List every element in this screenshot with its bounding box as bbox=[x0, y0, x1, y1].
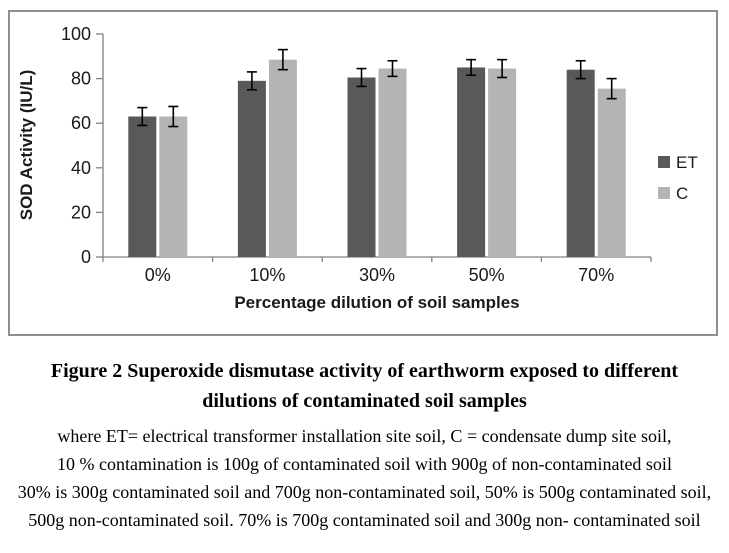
y-tick-label: 0 bbox=[81, 247, 91, 267]
legend-swatch-et bbox=[658, 156, 670, 168]
bar-et-50% bbox=[457, 67, 486, 257]
y-axis-title: SOD Activity (IU/L) bbox=[17, 70, 36, 221]
x-category-label: 50% bbox=[469, 265, 505, 285]
y-tick-label: 60 bbox=[71, 113, 91, 133]
bar-et-70% bbox=[566, 69, 595, 258]
caption-line: 10 % contamination is 100g of contaminat… bbox=[57, 454, 672, 474]
y-tick-label: 40 bbox=[71, 158, 91, 178]
caption-line: 30% is 300g contaminated soil and 700g n… bbox=[17, 482, 712, 502]
bar-c-30% bbox=[378, 68, 407, 257]
x-category-label: 0% bbox=[145, 265, 171, 285]
legend-swatch-c bbox=[658, 187, 670, 199]
x-category-label: 70% bbox=[578, 265, 614, 285]
y-tick-label: 80 bbox=[71, 69, 91, 89]
bar-et-0% bbox=[128, 116, 157, 257]
legend-label-c: C bbox=[676, 184, 688, 203]
x-axis-title: Percentage dilution of soil samples bbox=[234, 293, 519, 312]
y-tick-label: 20 bbox=[71, 202, 91, 222]
bar-c-50% bbox=[488, 68, 517, 257]
sod-activity-bar-chart: 0 20 40 60 80 100 0% 10% 30% 50% 70% Percentage dil… bbox=[17, 24, 698, 312]
bar-c-10% bbox=[268, 59, 297, 257]
figure-caption-body: where ET= electrical transformer install… bbox=[0, 422, 729, 534]
figure-title-line-2: dilutions of contaminated soil samples bbox=[202, 390, 527, 412]
x-category-label: 10% bbox=[249, 265, 285, 285]
y-tick-label: 100 bbox=[61, 24, 91, 44]
figure-caption: Figure 2 Superoxide dismutase activity o… bbox=[0, 356, 729, 534]
bar-c-0% bbox=[159, 116, 188, 257]
bar-et-10% bbox=[237, 80, 266, 257]
x-category-label: 30% bbox=[359, 265, 395, 285]
bar-c-70% bbox=[597, 88, 626, 257]
chart-panel: 0 20 40 60 80 100 0% 10% 30% 50% 70% Percentage dil… bbox=[8, 10, 718, 336]
caption-line: 500g non-contaminated soil. 70% is 700g … bbox=[28, 510, 701, 530]
figure-title: Figure 2 Superoxide dismutase activity o… bbox=[0, 356, 729, 416]
bar-et-30% bbox=[347, 77, 376, 257]
figure-title-line-1: Figure 2 Superoxide dismutase activity o… bbox=[50, 360, 679, 382]
legend-label-et: ET bbox=[676, 153, 698, 172]
caption-line: where ET= electrical transformer install… bbox=[57, 426, 672, 446]
